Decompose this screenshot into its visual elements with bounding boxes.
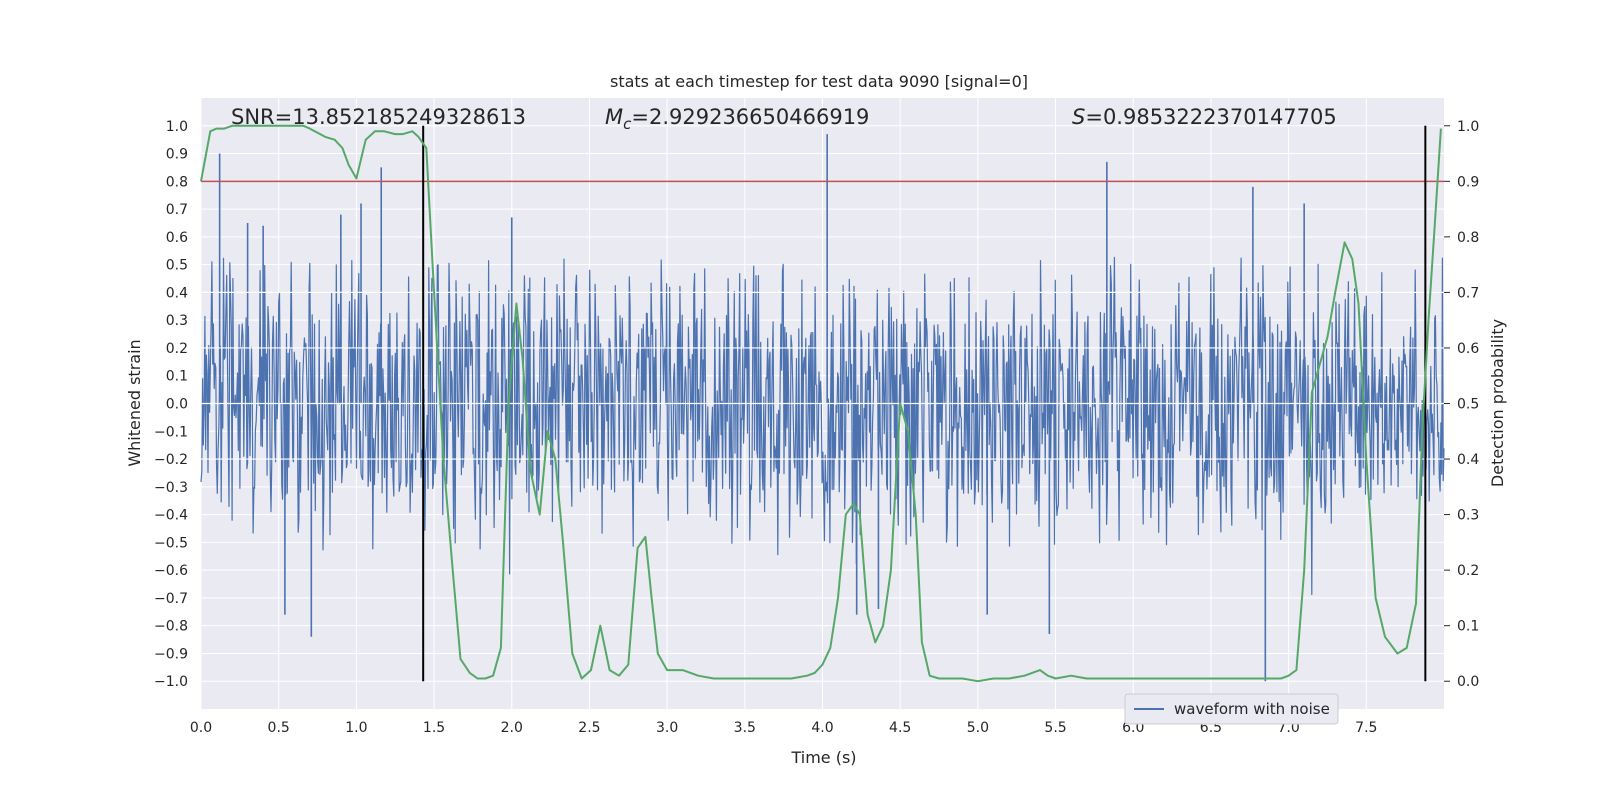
x-tick-label: 0.0 [190,720,212,736]
chirp-mass-annotation: Mc=2.929236650466919 [605,105,869,133]
legend: waveform with noise [1124,693,1339,725]
y-left-tick-label: −0.1 [154,424,188,440]
score-value: =0.9853222370147705 [1085,105,1336,129]
y-left-tick-label: 0.9 [166,147,188,163]
y-right-tick-label: 0.8 [1457,230,1479,246]
y-right-tick-label: 1.0 [1457,119,1479,135]
y-left-tick-label: −0.4 [154,508,188,524]
y-left-tick-label: 0.7 [166,202,188,218]
overlay-lines [201,125,1444,682]
y-left-tick-label: 1.0 [166,119,188,135]
y-right-tick-label: 0.6 [1457,341,1479,357]
y-right-tick-label: 0.0 [1457,674,1479,690]
legend-label: waveform with noise [1174,700,1330,718]
legend-box [1124,693,1339,725]
x-tick-label: 3.5 [734,720,756,736]
y-left-tick-label: −0.2 [154,452,188,468]
x-tick-label: 3.0 [656,720,678,736]
y-right-tick-label: 0.2 [1457,563,1479,579]
waveform-line [200,256,1445,596]
y-left-tick-label: 0.3 [166,313,188,329]
x-tick-label: 4.0 [811,720,833,736]
y-left-tick-label: 0.6 [166,230,188,246]
score-symbol: S [1072,105,1085,129]
y-left-tick-label: 0.4 [166,285,188,301]
x-tick-label: 5.5 [1044,720,1066,736]
y-left-tick-label: 0.8 [166,174,188,190]
y-left-tick-label: 0.1 [166,369,188,385]
y-right-tick-label: 0.7 [1457,285,1479,301]
y-left-tick-label: 0.2 [166,341,188,357]
y-axis-left-ticks: 1.0 0.9 0.8 0.7 0.6 0.5 0.4 0.3 0.2 0.1 0.0 −0.1 −0.… [154,119,188,690]
y-right-tick-label: 0.5 [1457,397,1479,413]
x-tick-label: 7.5 [1355,720,1377,736]
y-left-tick-label: 0.0 [166,397,188,413]
y-left-tick-label: −0.5 [154,535,188,551]
x-tick-label: 1.0 [345,720,367,736]
y-left-tick-label: −0.9 [154,646,188,662]
x-tick-label: 4.5 [889,720,911,736]
probability-line [200,124,1442,683]
y-axis-left-label: Whitened strain [125,339,144,466]
chirp-mass-subscript: c [623,115,632,133]
y-left-tick-label: −0.3 [154,480,188,496]
x-tick-label: 2.5 [578,720,600,736]
x-tick-label: 2.0 [501,720,523,736]
x-tick-label: 1.5 [423,720,445,736]
chirp-mass-symbol: M [605,105,623,129]
y-left-tick-label: −0.8 [154,619,188,635]
y-left-tick-label: 0.5 [166,258,188,274]
chart-title: stats at each timestep for test data 909… [610,72,1028,91]
y-left-tick-label: −0.6 [154,563,188,579]
waveform-series [200,134,1445,682]
chirp-mass-value: =2.929236650466919 [631,105,869,129]
score-annotation: S=0.9853222370147705 [1072,105,1337,129]
y-axis-right-label: Detection probability [1488,319,1507,487]
x-axis-label: Time (s) [790,748,856,767]
y-right-tick-label: 0.9 [1457,174,1479,190]
x-tick-label: 5.0 [967,720,989,736]
probability-series [200,124,1442,683]
y-right-tick-label: 0.1 [1457,619,1479,635]
x-tick-label: 0.5 [268,720,290,736]
y-right-tick-label: 0.4 [1457,452,1479,468]
y-axis-right-ticks: 1.0 0.9 0.8 0.7 0.6 0.5 0.4 0.3 0.2 0.1 0.0 [1444,119,1479,690]
snr-annotation: SNR=13.852185249328613 [231,105,526,129]
y-right-tick-label: 0.3 [1457,508,1479,524]
y-left-tick-label: −1.0 [154,674,188,690]
y-left-tick-label: −0.7 [154,591,188,607]
